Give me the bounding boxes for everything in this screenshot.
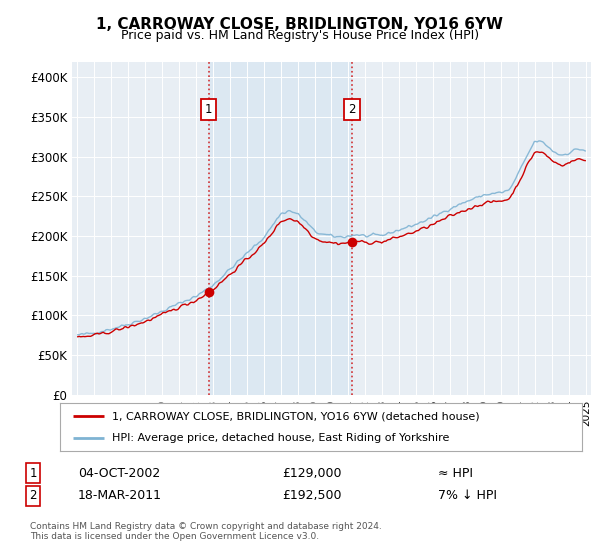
Text: 2: 2 <box>348 102 356 116</box>
Text: 1, CARROWAY CLOSE, BRIDLINGTON, YO16 6YW (detached house): 1, CARROWAY CLOSE, BRIDLINGTON, YO16 6YW… <box>112 411 480 421</box>
Text: Contains HM Land Registry data © Crown copyright and database right 2024.
This d: Contains HM Land Registry data © Crown c… <box>30 522 382 542</box>
Bar <box>352 62 591 395</box>
Text: 18-MAR-2011: 18-MAR-2011 <box>78 489 162 502</box>
Text: 1: 1 <box>29 466 37 480</box>
Text: 04-OCT-2002: 04-OCT-2002 <box>78 466 160 480</box>
Text: ≈ HPI: ≈ HPI <box>438 466 473 480</box>
Text: 7% ↓ HPI: 7% ↓ HPI <box>438 489 497 502</box>
Text: 1, CARROWAY CLOSE, BRIDLINGTON, YO16 6YW: 1, CARROWAY CLOSE, BRIDLINGTON, YO16 6YW <box>97 17 503 32</box>
Text: £192,500: £192,500 <box>282 489 341 502</box>
Text: 2: 2 <box>29 489 37 502</box>
Bar <box>209 62 352 395</box>
Bar <box>72 62 209 395</box>
Text: Price paid vs. HM Land Registry's House Price Index (HPI): Price paid vs. HM Land Registry's House … <box>121 29 479 42</box>
Text: 1: 1 <box>205 102 212 116</box>
Text: HPI: Average price, detached house, East Riding of Yorkshire: HPI: Average price, detached house, East… <box>112 433 449 443</box>
Text: £129,000: £129,000 <box>282 466 341 480</box>
